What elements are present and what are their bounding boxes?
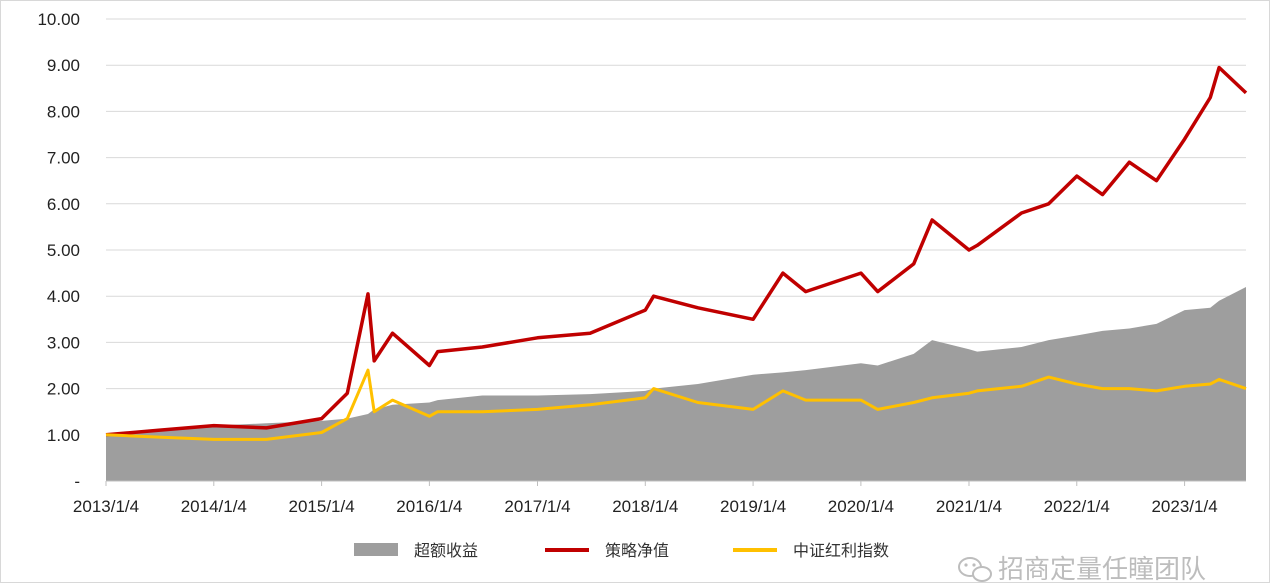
y-tick-label: 9.00 xyxy=(47,56,80,75)
y-tick-label: - xyxy=(74,472,80,491)
legend-strategy: 策略净值 xyxy=(545,541,669,560)
wechat-icon xyxy=(958,557,992,582)
x-tick-label: 2023/1/4 xyxy=(1151,497,1217,516)
y-tick-label: 8.00 xyxy=(47,102,80,121)
x-tick-label: 2014/1/4 xyxy=(181,497,247,516)
y-tick-label: 4.00 xyxy=(47,287,80,306)
y-tick-labels: - 1.00 2.00 3.00 4.00 5.00 6.00 7.00 8.00 9.00 10.… xyxy=(37,10,80,491)
x-tick-label: 2015/1/4 xyxy=(289,497,355,516)
series-line-index xyxy=(105,368,1247,441)
y-tick-label: 10.00 xyxy=(37,10,80,29)
legend-label: 超额收益 xyxy=(414,541,478,560)
legend-excess: 超额收益 xyxy=(354,541,478,560)
excess-area-layer xyxy=(106,287,1246,481)
y-tick-label: 1.00 xyxy=(47,426,80,445)
legend-swatch xyxy=(354,543,398,556)
x-tick-label: 2013/1/4 xyxy=(73,497,139,516)
y-tick-label: 5.00 xyxy=(47,241,80,260)
legend-label: 中证红利指数 xyxy=(793,541,889,560)
y-tick-label: 3.00 xyxy=(47,333,80,352)
x-tick-label: 2019/1/4 xyxy=(720,497,786,516)
x-tick-labels: 2013/1/4 2014/1/4 2015/1/4 2016/1/4 2017/1/4… xyxy=(73,481,1218,516)
legend-index: 中证红利指数 xyxy=(733,541,889,560)
series-line-strategy xyxy=(105,65,1248,437)
x-tick-label: 2020/1/4 xyxy=(828,497,894,516)
y-tick-label: 2.00 xyxy=(47,380,80,399)
y-tick-label: 6.00 xyxy=(47,195,80,214)
x-tick-label: 2017/1/4 xyxy=(504,497,570,516)
watermark-text: 招商定量任瞳团队 xyxy=(998,555,1206,585)
x-tick-label: 2021/1/4 xyxy=(936,497,1002,516)
line-layer xyxy=(105,65,1248,441)
legend: 超额收益 策略净值 中证红利指数 xyxy=(354,541,889,560)
y-tick-label: 7.00 xyxy=(47,149,80,168)
x-tick-label: 2018/1/4 xyxy=(612,497,678,516)
x-tick-label: 2016/1/4 xyxy=(396,497,462,516)
legend-label: 策略净值 xyxy=(605,541,669,560)
x-tick-label: 2022/1/4 xyxy=(1044,497,1110,516)
watermark: 招商定量任瞳团队 xyxy=(958,555,1206,585)
series-area-excess xyxy=(106,287,1246,481)
